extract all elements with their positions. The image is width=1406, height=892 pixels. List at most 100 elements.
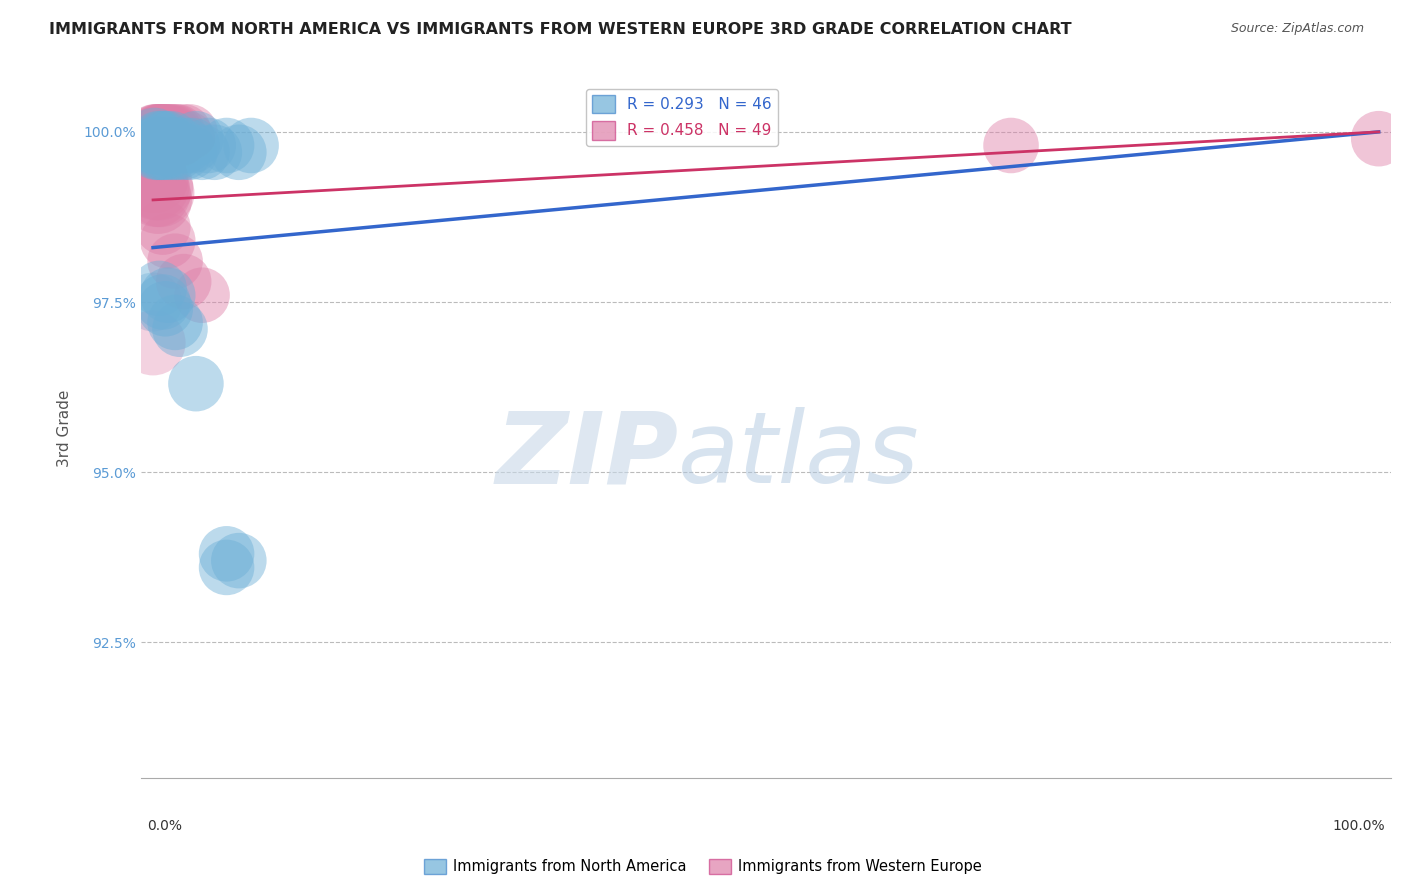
Point [173,145,195,160]
Point [156,125,179,139]
Point [142,335,165,350]
Point [145,138,167,153]
Point [152,220,174,235]
Point [165,138,187,153]
Point [152,125,174,139]
Point [169,138,191,153]
Point [145,145,167,160]
Point [165,131,187,145]
Point [145,125,167,139]
Text: Source: ZipAtlas.com: Source: ZipAtlas.com [1230,22,1364,36]
Point [149,131,172,145]
Point [166,145,188,160]
Point [152,295,174,310]
Point [150,125,173,139]
Point [159,125,181,139]
Point [184,376,207,391]
Point [145,131,167,145]
Point [165,315,187,329]
Point [146,125,169,139]
Point [179,125,201,139]
Point [174,138,197,153]
Point [152,138,174,153]
Point [191,288,214,302]
Text: 100.0%: 100.0% [1333,819,1385,833]
Point [155,301,177,316]
Point [240,138,263,153]
Point [156,131,179,145]
Point [173,125,195,139]
Point [173,275,195,289]
Point [143,131,166,145]
Point [156,234,179,248]
Point [142,295,165,310]
Point [184,131,207,145]
Point [145,131,167,145]
Point [162,125,184,139]
Point [155,125,177,139]
Point [159,138,181,153]
Point [165,125,187,139]
Point [166,125,188,139]
Point [150,131,173,145]
Point [157,145,180,160]
Point [169,322,191,336]
Point [150,138,173,153]
Point [228,145,250,160]
Point [155,131,177,145]
Point [157,131,180,145]
Point [143,172,166,186]
Point [1000,138,1022,153]
Text: ZIP: ZIP [495,408,678,505]
Text: 0.0%: 0.0% [146,819,181,833]
Point [143,125,166,139]
Point [155,131,177,145]
Point [215,560,238,574]
Point [162,138,184,153]
Point [149,131,172,145]
Point [153,125,176,139]
Point [181,138,204,153]
Point [146,145,169,160]
Point [145,179,167,194]
Point [156,288,179,302]
Point [179,145,201,160]
Point [146,131,169,145]
Point [153,131,176,145]
Point [145,138,167,153]
Point [155,138,177,153]
Point [165,254,187,268]
Point [215,547,238,561]
Point [202,145,225,160]
Point [152,131,174,145]
Y-axis label: 3rd Grade: 3rd Grade [58,389,72,467]
Point [160,131,183,145]
Point [145,186,167,201]
Point [148,138,170,153]
Point [148,125,170,139]
Point [149,145,172,160]
Point [163,145,186,160]
Point [215,138,238,153]
Point [197,138,219,153]
Point [148,179,170,194]
Point [155,145,177,160]
Point [176,131,198,145]
Point [146,193,169,207]
Point [145,125,167,139]
Point [169,131,191,145]
Point [149,125,172,139]
Text: atlas: atlas [678,408,920,505]
Point [148,131,170,145]
Point [228,553,250,567]
Text: IMMIGRANTS FROM NORTH AMERICA VS IMMIGRANTS FROM WESTERN EUROPE 3RD GRADE CORREL: IMMIGRANTS FROM NORTH AMERICA VS IMMIGRA… [49,22,1071,37]
Point [155,125,177,139]
Point [152,145,174,160]
Point [1368,131,1391,145]
Point [163,131,186,145]
Point [143,131,166,145]
Point [148,131,170,145]
Point [156,138,179,153]
Point [153,131,176,145]
Legend: Immigrants from North America, Immigrants from Western Europe: Immigrants from North America, Immigrant… [419,853,987,880]
